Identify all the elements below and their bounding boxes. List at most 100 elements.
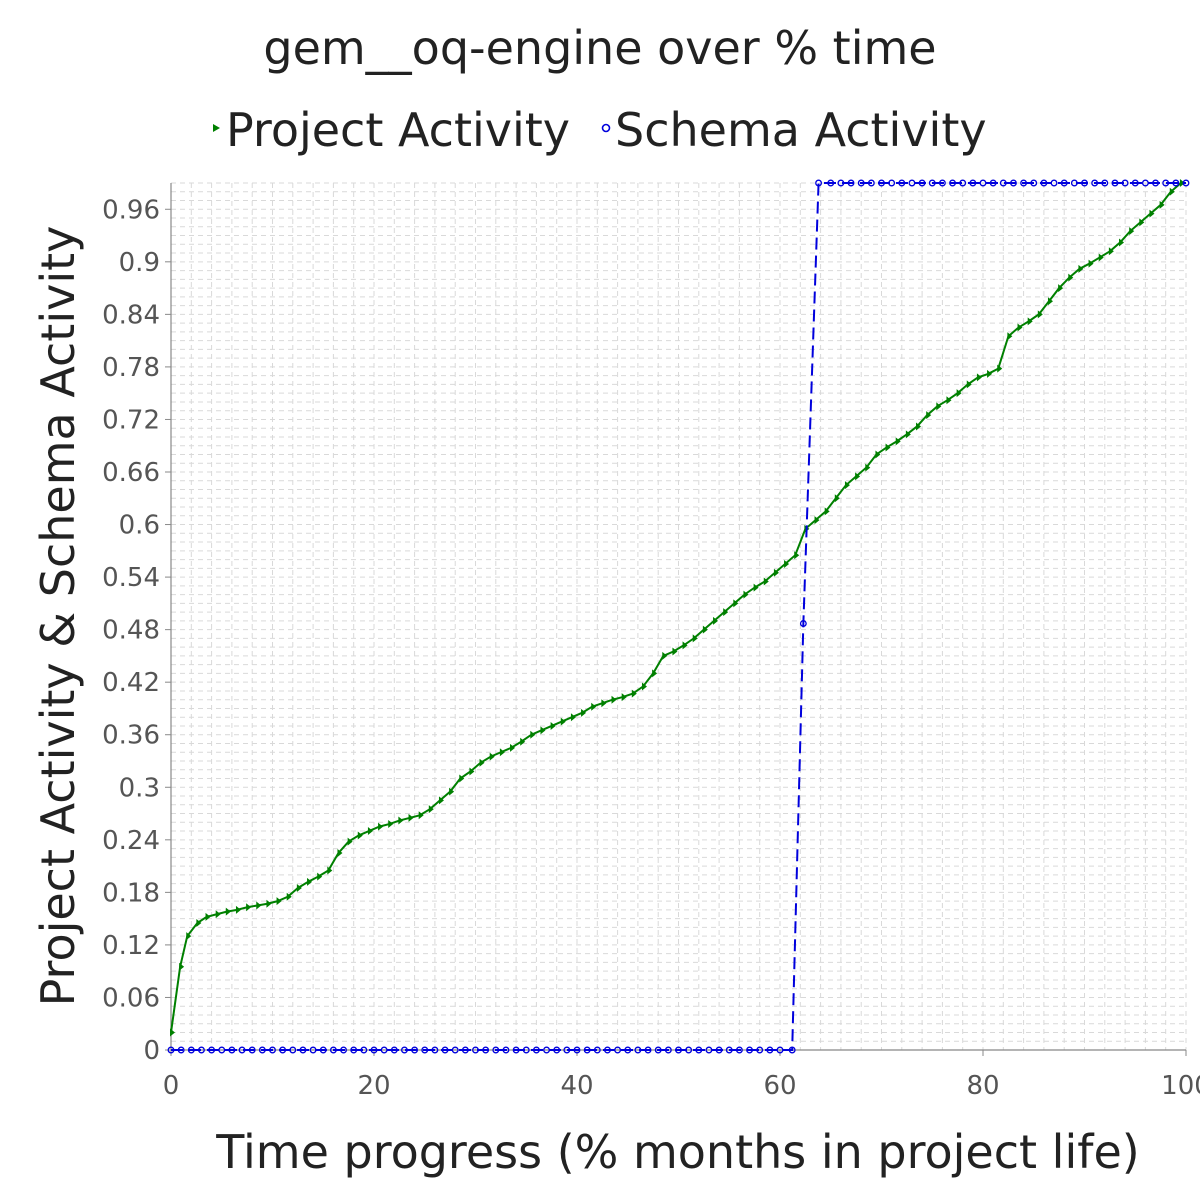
data-point <box>279 1046 287 1054</box>
data-point <box>276 897 282 906</box>
data-point <box>926 411 932 420</box>
data-point <box>367 827 373 836</box>
data-point <box>1182 179 1190 187</box>
data-point <box>918 179 926 187</box>
legend-marker-project-activity-icon <box>213 124 220 132</box>
data-point <box>837 179 845 187</box>
data-point <box>340 1046 347 1054</box>
data-point <box>560 717 566 726</box>
data-point <box>502 1046 510 1054</box>
data-point <box>1162 179 1170 187</box>
data-point <box>746 1046 753 1054</box>
data-point <box>553 1046 561 1054</box>
data-point <box>799 620 807 627</box>
legend-marker-schema-activity-icon <box>601 123 611 133</box>
data-point <box>411 1046 419 1054</box>
data-point <box>177 1046 185 1054</box>
data-point <box>179 962 185 971</box>
y-tick-label: 0.48 <box>102 616 160 646</box>
data-point <box>350 1046 358 1054</box>
data-point <box>1078 264 1084 273</box>
data-point <box>563 1046 571 1054</box>
data-point <box>938 179 946 187</box>
data-point <box>1081 179 1088 187</box>
data-point <box>1098 253 1104 262</box>
data-point <box>794 551 800 560</box>
data-point <box>482 1046 490 1054</box>
data-point <box>1152 179 1159 187</box>
data-point <box>735 1046 743 1054</box>
data-point <box>388 820 394 829</box>
data-point <box>1159 200 1165 209</box>
data-point <box>928 179 936 187</box>
data-point <box>867 179 875 187</box>
data-point <box>1037 310 1043 319</box>
data-point <box>319 1046 327 1054</box>
y-tick-label: 0.24 <box>102 826 160 856</box>
data-point <box>733 599 739 608</box>
data-point <box>591 702 597 711</box>
y-tick-label: 0.36 <box>102 721 160 751</box>
data-point <box>956 389 962 398</box>
x-tick-label: 100 <box>1161 1071 1200 1101</box>
data-point <box>936 402 942 411</box>
y-tick-label: 0.3 <box>119 773 160 803</box>
data-point <box>246 903 252 912</box>
data-point <box>1010 179 1017 187</box>
data-point <box>530 730 536 739</box>
data-point <box>966 380 972 389</box>
data-point <box>329 1046 337 1054</box>
data-point <box>218 1046 226 1054</box>
data-point <box>543 1046 550 1054</box>
data-point <box>1169 187 1175 196</box>
data-point <box>624 1046 632 1054</box>
data-point <box>1060 179 1068 187</box>
legend: Project Activity Schema Activity <box>213 103 987 157</box>
data-point <box>431 1046 439 1054</box>
data-point <box>824 507 830 516</box>
data-point <box>1068 273 1074 282</box>
data-point <box>459 774 465 783</box>
legend-label-schema-activity: Schema Activity <box>615 103 987 157</box>
y-tick-label: 0.72 <box>102 405 160 435</box>
data-point <box>997 364 1003 373</box>
series-line-project-activity <box>170 182 1182 1033</box>
data-point <box>570 713 576 722</box>
data-point <box>743 590 749 599</box>
data-point <box>225 907 231 916</box>
data-point <box>438 796 444 805</box>
data-point <box>814 516 820 525</box>
data-point <box>208 1046 216 1054</box>
data-point <box>1030 179 1038 187</box>
data-point <box>461 1046 469 1054</box>
y-tick-label: 0.78 <box>102 353 160 383</box>
data-point <box>428 805 434 814</box>
data-point <box>1020 179 1028 187</box>
data-point <box>834 494 840 503</box>
data-point <box>1017 323 1023 332</box>
data-point <box>532 1046 540 1054</box>
data-point <box>959 179 967 187</box>
data-point <box>469 767 475 776</box>
data-point <box>449 787 455 796</box>
data-point <box>976 373 982 382</box>
data-point <box>421 1046 429 1054</box>
data-point <box>238 1046 246 1054</box>
y-tick-label: 0.9 <box>119 248 160 278</box>
x-axis-title: Time progress (% months in project life) <box>215 1125 1139 1179</box>
data-point <box>784 559 790 568</box>
x-tick-label: 20 <box>357 1071 390 1101</box>
data-point <box>380 1046 388 1054</box>
data-point <box>573 1046 581 1054</box>
data-point <box>1131 179 1139 187</box>
data-point <box>248 1046 256 1054</box>
data-point <box>337 848 343 857</box>
data-point <box>187 1046 195 1054</box>
y-ticks: 0 0.06 0.12 0.18 0.24 0.3 0.36 0.42 0.48 0.54 0.6 0… <box>102 195 171 1066</box>
data-point <box>266 899 272 908</box>
data-point <box>1111 179 1119 187</box>
data-point <box>1040 179 1048 187</box>
data-point <box>763 577 769 586</box>
y-tick-label: 0.84 <box>102 300 160 330</box>
data-point <box>401 1046 408 1054</box>
